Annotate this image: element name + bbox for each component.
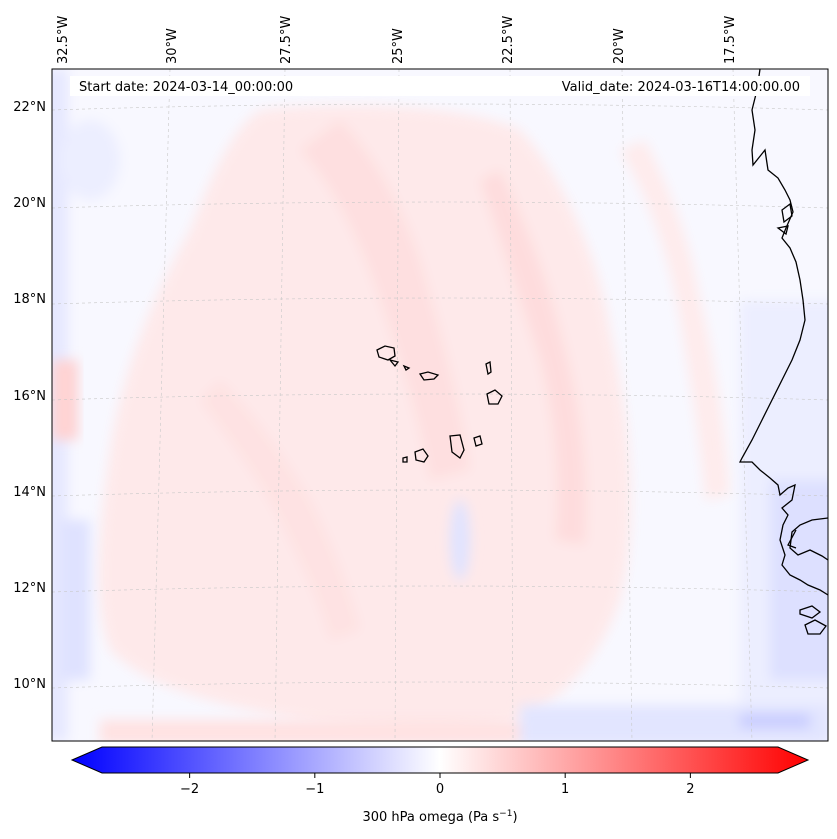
lon-label: 30°W [165, 28, 180, 64]
longitude-labels: 32.5°W 30°W 27.5°W 25°W 22.5°W 20°W 17.5… [56, 16, 738, 64]
lat-label: 14°N [13, 485, 46, 500]
gridlines [52, 69, 828, 741]
colorbar-label: 300 hPa omega (Pa s−1) [362, 809, 517, 825]
colorbar-body [70, 746, 810, 774]
lon-label: 27.5°W [279, 16, 294, 64]
africa-coastline [738, 69, 828, 596]
date-banner [70, 76, 810, 96]
colorbar-tick-label: −1 [305, 782, 324, 797]
omega-positive-field [98, 105, 730, 730]
lon-label: 20°W [612, 28, 627, 64]
map-frame [51, 68, 829, 742]
lat-label: 18°N [13, 292, 46, 307]
valid-date-label: Valid_date: 2024-03-16T14:00:00.00 [562, 80, 800, 95]
lat-label: 20°N [13, 196, 46, 211]
lon-label: 17.5°W [723, 16, 738, 64]
colorbar-tick-label: 1 [561, 782, 569, 797]
lat-label: 16°N [13, 389, 46, 404]
colorbar-ticks: −2 −1 0 1 2 [180, 773, 695, 797]
coastlines [376, 69, 828, 635]
cape-verde-islands [376, 345, 396, 361]
lat-label: 12°N [13, 581, 46, 596]
colorbar: −2 −1 0 1 2 300 hPa omega (Pa s−1) [70, 746, 810, 825]
lon-label: 22.5°W [501, 16, 516, 64]
start-date-label: Start date: 2024-03-14_00:00:00 [79, 80, 293, 95]
map-panel: Start date: 2024-03-14_00:00:00 Valid_da… [51, 68, 829, 742]
lat-label: 10°N [13, 677, 46, 692]
colorbar-tick-label: 0 [436, 782, 444, 797]
colorbar-tick-label: 2 [686, 782, 694, 797]
omega-negative-field [52, 69, 828, 741]
latitude-labels: 22°N 20°N 18°N 16°N 14°N 12°N 10°N [13, 100, 46, 692]
colorbar-tick-label: −2 [180, 782, 199, 797]
lat-label: 22°N [13, 100, 46, 115]
omega-positive-patch [52, 360, 78, 440]
lon-label: 25°W [391, 28, 406, 64]
lon-label: 32.5°W [56, 16, 71, 64]
omega-field [52, 69, 828, 741]
